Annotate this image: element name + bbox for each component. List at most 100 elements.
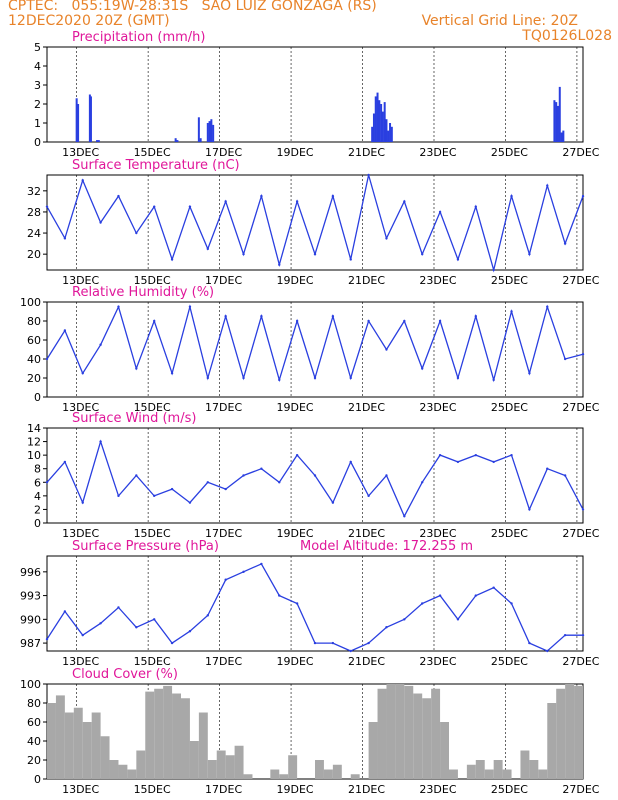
- x-tick-label: 25DEC: [491, 274, 528, 287]
- series-line: [46, 439, 584, 518]
- data-point: [188, 305, 192, 308]
- data-point: [385, 626, 388, 629]
- precip-bar: [560, 132, 563, 142]
- data-point: [135, 626, 138, 629]
- data-point: [367, 641, 370, 645]
- cloud-bar: [323, 769, 333, 779]
- cloud-bar: [386, 684, 396, 779]
- panel-2: 13DEC 15DEC 17DEC 19DEC 21DEC 23DEC 25DEC 27DEC…: [27, 158, 600, 287]
- y-tick-label: 4: [34, 490, 41, 503]
- precip-bar: [390, 126, 393, 142]
- data-point: [313, 474, 317, 477]
- y-tick-label: 8: [34, 463, 41, 476]
- data-point: [581, 633, 585, 637]
- x-tick-label: 19DEC: [277, 783, 314, 796]
- y-tick-label: 100: [20, 678, 41, 691]
- data-point: [63, 237, 67, 240]
- data-point: [403, 515, 406, 518]
- x-tick-label: 27DEC: [562, 146, 599, 159]
- panel-3: 13DEC 15DEC 17DEC 19DEC 21DEC 23DEC 25DEC 27DEC…: [20, 285, 600, 414]
- cloud-bar: [127, 769, 137, 779]
- y-tick-label: 40: [27, 353, 41, 366]
- data-point: [153, 618, 156, 621]
- data-point: [242, 474, 245, 477]
- cloud-bar: [449, 769, 458, 779]
- x-tick-label: 15DEC: [134, 783, 171, 796]
- cloud-bar: [493, 760, 503, 779]
- data-point: [331, 315, 335, 318]
- y-tick-label: 28: [27, 206, 41, 219]
- data-point: [438, 594, 442, 597]
- x-tick-label: 25DEC: [491, 655, 528, 668]
- y-tick-label: 0: [34, 136, 41, 149]
- cloud-bar: [198, 712, 208, 779]
- y-tick-label: 32: [27, 185, 41, 198]
- data-point: [224, 578, 227, 581]
- cloud-bar: [395, 684, 405, 779]
- data-point: [260, 315, 263, 318]
- cloud-bar: [207, 760, 217, 779]
- cloud-bar: [466, 764, 476, 779]
- x-tick-label: 21DEC: [348, 146, 385, 159]
- cloud-bar: [216, 750, 226, 779]
- precip-bar: [89, 96, 92, 142]
- data-point: [260, 562, 263, 566]
- precip-bar: [380, 104, 383, 142]
- y-tick-label: 80: [27, 697, 41, 710]
- data-point: [135, 367, 138, 370]
- data-point: [295, 319, 299, 323]
- data-point: [117, 305, 120, 308]
- data-point: [99, 440, 102, 443]
- data-point: [153, 319, 156, 323]
- data-point: [45, 205, 49, 208]
- data-point: [492, 460, 495, 464]
- data-point: [456, 258, 460, 261]
- data-point: [510, 453, 513, 457]
- header-date: 12DEC2020 20Z (GMT): [8, 13, 170, 29]
- x-tick-label: 19DEC: [277, 401, 314, 414]
- data-point: [153, 205, 156, 208]
- data-point: [313, 376, 317, 380]
- precip-bar: [206, 123, 209, 142]
- data-point: [117, 494, 120, 498]
- y-tick-label: 24: [27, 227, 41, 240]
- x-tick-label: 13DEC: [62, 527, 99, 540]
- precip-bar: [176, 140, 179, 142]
- header-line-1: CPTEC: 055:19W-28:31S SAO LUIZ GONZAGA (…: [8, 0, 377, 14]
- data-point: [170, 372, 174, 375]
- y-tick-label: 3: [34, 79, 41, 92]
- cloud-bar: [502, 769, 512, 779]
- y-tick-label: 100: [20, 296, 41, 309]
- data-point: [492, 268, 495, 272]
- y-tick-label: 6: [34, 476, 41, 489]
- precip-bar: [372, 113, 375, 142]
- cloud-bar: [520, 750, 530, 779]
- data-point: [295, 453, 299, 457]
- data-point: [224, 315, 227, 318]
- data-point: [367, 494, 370, 498]
- data-point: [438, 319, 442, 323]
- precip-bar: [374, 96, 377, 142]
- series-line: [46, 174, 584, 273]
- y-tick-label: 12: [27, 436, 41, 449]
- data-point: [63, 610, 67, 613]
- data-point: [81, 633, 84, 637]
- data-point: [170, 258, 174, 261]
- y-tick-label: 990: [20, 613, 41, 626]
- x-tick-label: 19DEC: [277, 655, 314, 668]
- panel-annotation: Model Altitude: 172.255 m: [300, 539, 473, 554]
- data-point: [421, 481, 424, 484]
- x-tick-label: 25DEC: [491, 527, 528, 540]
- x-tick-label: 17DEC: [205, 401, 242, 414]
- data-point: [528, 508, 531, 511]
- data-point: [546, 649, 549, 653]
- y-tick-label: 1: [34, 117, 41, 130]
- data-point: [563, 357, 567, 361]
- panel-frame: [46, 427, 584, 524]
- data-point: [170, 487, 174, 491]
- panel-frame: [46, 174, 584, 271]
- x-tick-label: 13DEC: [62, 401, 99, 414]
- cloud-bar: [225, 755, 235, 779]
- precip-bar: [197, 117, 200, 142]
- panel-6: 13DEC 15DEC 17DEC 19DEC 21DEC 23DEC 25DEC 27DEC…: [20, 667, 600, 796]
